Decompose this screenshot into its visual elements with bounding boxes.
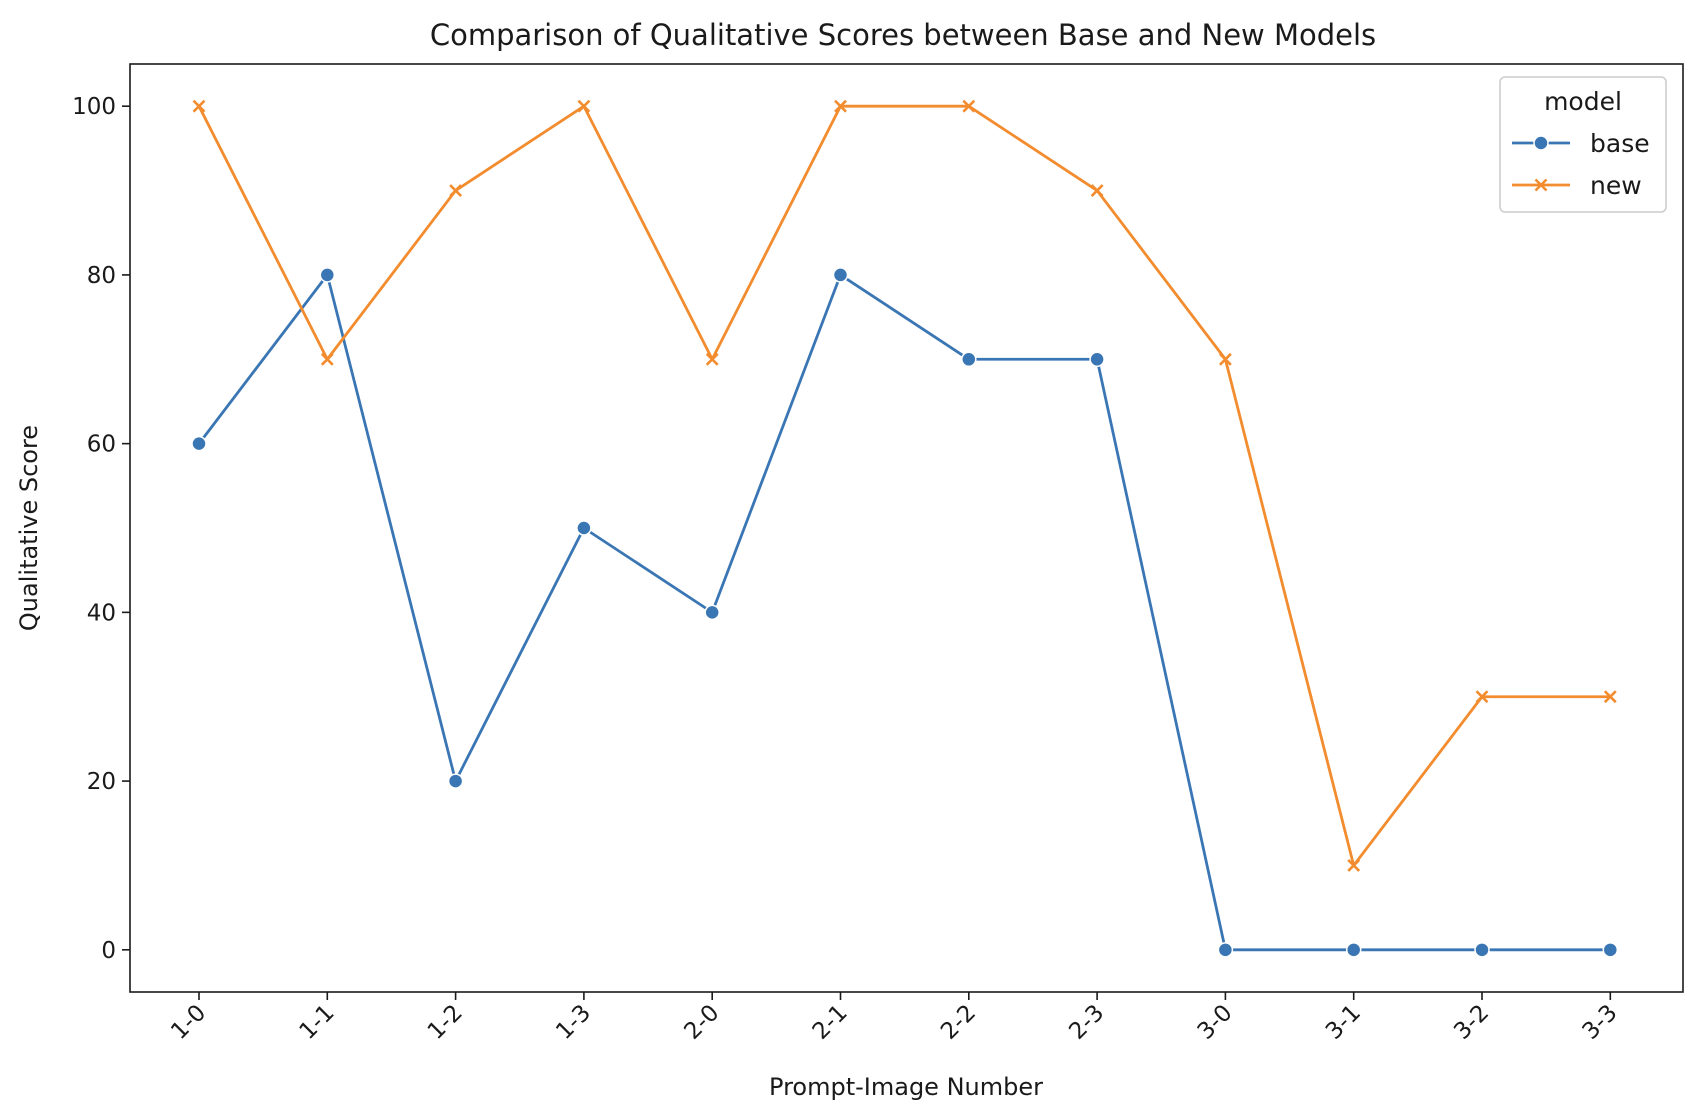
data-point-new <box>1090 184 1104 197</box>
legend-marker-new <box>1534 178 1548 192</box>
series-line-new <box>197 104 1611 867</box>
x-axis: 1-0 1-1 1-2 1-3 2-0 2-1 2-2 2-3 3-0 3-1 3-2 3-3 <box>166 992 1623 1045</box>
data-point-new <box>962 99 976 113</box>
legend-marker-base <box>1533 135 1549 151</box>
x-tick-label: 1-3 <box>551 1000 596 1045</box>
data-point-base <box>191 435 207 452</box>
data-point-base <box>832 267 849 283</box>
y-tick-label: 100 <box>72 94 116 120</box>
data-point-base <box>1602 942 1619 958</box>
y-axis: 0 20 40 60 80 100 <box>72 94 130 964</box>
data-point-new <box>705 352 719 366</box>
data-point-base <box>447 773 464 789</box>
y-tick-label: 0 <box>101 938 116 964</box>
y-tick-label: 20 <box>87 769 116 795</box>
x-tick-label: 3-0 <box>1193 1000 1238 1045</box>
data-point-base <box>1089 351 1105 368</box>
x-tick-label: 2-3 <box>1064 1000 1109 1045</box>
data-point-new <box>1347 859 1361 872</box>
data-point-base <box>1345 942 1362 958</box>
data-point-new <box>320 352 334 366</box>
x-tick-label: 3-2 <box>1449 1000 1494 1045</box>
series-layer <box>191 99 1619 958</box>
x-tick-label: 2-1 <box>808 1000 853 1045</box>
data-point-base <box>704 604 720 621</box>
data-point-base <box>961 351 977 368</box>
x-tick-label: 2-2 <box>936 1000 981 1045</box>
y-tick-label: 40 <box>87 600 116 626</box>
data-point-base <box>1217 942 1234 958</box>
legend-label-base: base <box>1590 129 1650 158</box>
x-tick-label: 1-1 <box>295 1000 340 1045</box>
series-line-base <box>197 273 1611 952</box>
x-tick-label: 3-3 <box>1578 1000 1623 1045</box>
data-point-new <box>192 99 206 113</box>
y-tick-label: 60 <box>87 432 116 458</box>
x-tick-label: 1-2 <box>423 1000 468 1045</box>
chart-title: Comparison of Qualitative Scores between… <box>430 18 1376 52</box>
data-point-new <box>1218 352 1232 366</box>
legend-title: model <box>1544 87 1622 116</box>
data-point-base <box>576 520 592 536</box>
legend: model base new <box>1499 76 1667 213</box>
data-point-new <box>1475 690 1489 704</box>
x-tick-label: 3-1 <box>1321 1000 1366 1045</box>
y-axis-label: Qualitative Score <box>15 425 43 631</box>
data-point-base <box>1474 942 1490 958</box>
data-point-new <box>1603 690 1617 704</box>
data-point-new <box>834 99 847 113</box>
y-tick-label: 80 <box>87 263 116 289</box>
data-point-new <box>577 99 591 113</box>
data-point-base <box>319 267 336 283</box>
x-tick-label: 1-0 <box>166 1000 211 1045</box>
legend-box <box>1499 76 1667 213</box>
legend-label-new: new <box>1590 171 1642 200</box>
data-point-new <box>449 184 463 197</box>
plot-frame <box>129 63 1684 993</box>
x-tick-label: 2-0 <box>679 1000 724 1045</box>
x-axis-label: Prompt-Image Number <box>769 1073 1043 1101</box>
